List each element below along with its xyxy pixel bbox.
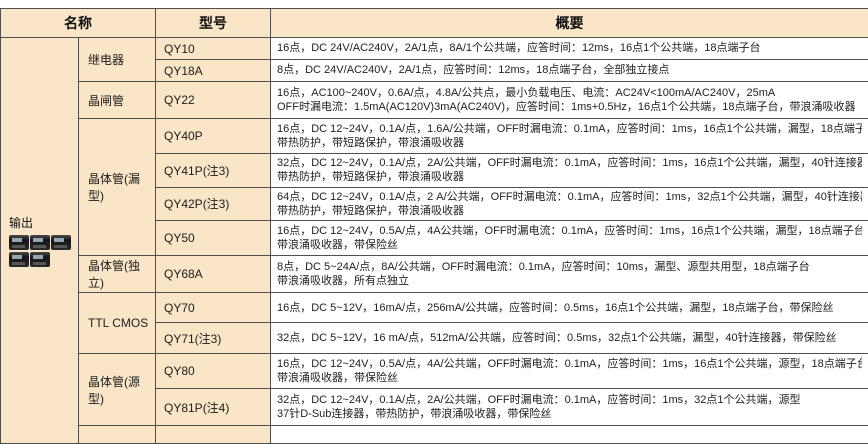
output-group-cell: 输出 (1, 38, 79, 444)
summary-line: 带热防护，带短路保护，带浪涌吸收器 (277, 204, 862, 218)
model-cell: QY81P(注4) (156, 389, 271, 426)
summary-cell: 32点，DC 12~24V，0.1A/点，2A/公共端，OFF时漏电流：0.1m… (271, 389, 868, 426)
module-photo-icon (30, 235, 50, 250)
summary-line: 16点，DC 24V/AC240V，2A/1点，8A/1个公共端，应答时间：12… (277, 41, 862, 55)
summary-line: 37针D-Sub连接器，带热防护，带浪涌吸收器，带保险丝 (277, 407, 862, 421)
model-cell (156, 426, 271, 444)
model-cell: QY18A (156, 60, 271, 82)
module-photo-icon (51, 235, 71, 250)
summary-line: 16点，DC 5~12V，16mA/点，256mA/公共端，应答时间：0.5ms… (277, 301, 862, 315)
summary-line: 32点，DC 12~24V，0.1A/点，2A/公共端，OFF时漏电流：0.1m… (277, 393, 862, 407)
category-cell: 晶体管(漏型) (79, 119, 156, 256)
summary-line: 64点，DC 12~24V，0.1A/点，2 A/公共端，OFF时漏电流：0.1… (277, 190, 862, 204)
model-cell: QY71(注3) (156, 323, 271, 354)
table-row: TTL CMOS QY70 16点，DC 5~12V，16mA/点，256mA/… (1, 293, 868, 323)
summary-cell: 8点，DC 5~24A/点，8A/公共端，OFF时漏电流：0.1mA，应答时间：… (271, 256, 868, 293)
summary-line: 16点，DC 12~24V，0.1A/点，1.6A/公共端，OFF时漏电流：0.… (277, 122, 862, 136)
summary-line: OFF时漏电流：1.5mA(AC120V)3mA(AC240V)，应答时间：1m… (277, 100, 862, 114)
summary-line: 8点，DC 5~24A/点，8A/公共端，OFF时漏电流：0.1mA，应答时间：… (277, 260, 862, 274)
category-cell: TTL CMOS (79, 293, 156, 354)
summary-line: 32点，DC 5~12V，16 mA/点，512mA/公共端，应答时间：0.5m… (277, 331, 862, 345)
table-row: 晶体管(源型) QY80 16点，DC 12~24V，0.5A/点，4A/公共端… (1, 354, 868, 389)
table-row: 晶体管(漏型) QY40P 16点，DC 12~24V，0.1A/点，1.6A/… (1, 119, 868, 154)
module-photo-icon (9, 235, 29, 250)
summary-cell (271, 426, 868, 444)
summary-cell: 32点，DC 12~24V，0.1A/点，2A/公共端，OFF时漏电流：0.1m… (271, 154, 868, 188)
module-photo-icon (30, 252, 50, 267)
output-label: 输出 (9, 214, 77, 231)
summary-line: 8点，DC 24V/AC240V，2A/1点，应答时间：12ms，18点端子台，… (277, 63, 862, 77)
table-row: 输出 继电器 QY10 16点，DC 24V/AC240V，2A/1点，8A/1… (1, 38, 868, 60)
summary-line: 带浪涌吸收器，所有点独立 (277, 274, 862, 288)
model-cell: QY80 (156, 354, 271, 389)
summary-cell: 16点，AC100~240V，0.6A/点，4.8A/公共点，最小负载电压、电流… (271, 82, 868, 119)
summary-cell: 64点，DC 12~24V，0.1A/点，2 A/公共端，OFF时漏电流：0.1… (271, 187, 868, 221)
module-photo-group (9, 234, 79, 268)
summary-cell: 16点，DC 12~24V，0.1A/点，1.6A/公共端，OFF时漏电流：0.… (271, 119, 868, 154)
table-row: 晶体管(独立) QY68A 8点，DC 5~24A/点，8A/公共端，OFF时漏… (1, 256, 868, 293)
model-cell: QY70 (156, 293, 271, 323)
summary-cell: 8点，DC 24V/AC240V，2A/1点，应答时间：12ms，18点端子台，… (271, 60, 868, 82)
summary-line: 16点，AC100~240V，0.6A/点，4.8A/公共点，最小负载电压、电流… (277, 86, 862, 100)
model-cell: QY22 (156, 82, 271, 119)
summary-cell: 32点，DC 5~12V，16 mA/点，512mA/公共端，应答时间：0.5m… (271, 323, 868, 354)
category-cell: 晶体管(独立) (79, 256, 156, 293)
model-cell: QY68A (156, 256, 271, 293)
model-cell: QY41P(注3) (156, 154, 271, 188)
table-row-partial (1, 426, 868, 444)
summary-cell: 16点，DC 24V/AC240V，2A/1点，8A/1个公共端，应答时间：12… (271, 38, 868, 60)
summary-line: 带浪涌吸收器，带保险丝 (277, 371, 862, 385)
model-cell: QY50 (156, 221, 271, 256)
header-model: 型号 (156, 9, 271, 38)
summary-line: 带热防护，带短路保护，带浪涌吸收器 (277, 170, 862, 184)
header-summary: 概要 (271, 9, 868, 38)
summary-cell: 16点，DC 12~24V，0.5A/点，4A公共端，OFF时漏电流：0.1mA… (271, 221, 868, 256)
output-module-spec-table: 名称 型号 概要 输出 继电器 QY10 16点，DC 24V/AC240V，2… (0, 8, 868, 444)
model-cell: QY42P(注3) (156, 187, 271, 221)
category-cell (79, 426, 156, 444)
model-cell: QY40P (156, 119, 271, 154)
header-name: 名称 (1, 9, 156, 38)
summary-line: 带浪涌吸收器，带保险丝 (277, 238, 862, 252)
model-cell: QY10 (156, 38, 271, 60)
summary-line: 16点，DC 12~24V，0.5A/点，4A公共端，OFF时漏电流：0.1mA… (277, 224, 862, 238)
table-header-row: 名称 型号 概要 (1, 9, 868, 38)
summary-line: 带热防护，带短路保护，带浪涌吸收器 (277, 136, 862, 150)
summary-line: 16点，DC 12~24V，0.5A/点，4A/公共端，OFF时漏电流：0.1m… (277, 357, 862, 371)
summary-cell: 16点，DC 12~24V，0.5A/点，4A/公共端，OFF时漏电流：0.1m… (271, 354, 868, 389)
module-photo-icon (9, 252, 29, 267)
summary-cell: 16点，DC 5~12V，16mA/点，256mA/公共端，应答时间：0.5ms… (271, 293, 868, 323)
category-cell: 晶体管(源型) (79, 354, 156, 426)
table-row: 晶闸管 QY22 16点，AC100~240V，0.6A/点，4.8A/公共点，… (1, 82, 868, 119)
category-cell: 继电器 (79, 38, 156, 82)
summary-line: 32点，DC 12~24V，0.1A/点，2A/公共端，OFF时漏电流：0.1m… (277, 156, 862, 170)
category-cell: 晶闸管 (79, 82, 156, 119)
